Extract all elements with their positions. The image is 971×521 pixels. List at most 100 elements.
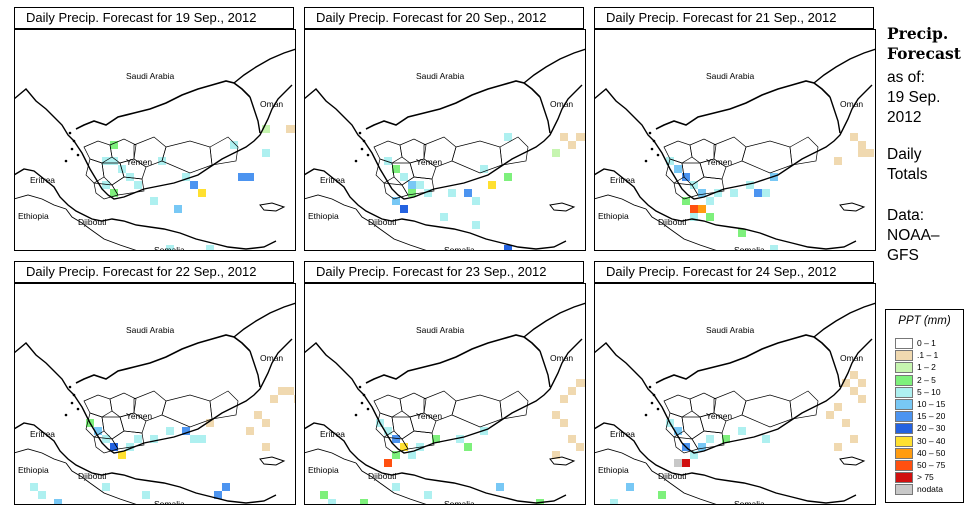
precip-cell <box>360 499 368 505</box>
precip-cell <box>456 435 464 443</box>
precip-cell <box>690 213 698 221</box>
side-title-line2: Forecast <box>887 44 961 63</box>
legend-label: 2 – 5 <box>917 374 936 385</box>
boundary-line <box>813 302 876 338</box>
island-dot <box>358 385 362 389</box>
precip-cell <box>408 451 416 459</box>
precip-cell <box>834 403 842 411</box>
precip-cell <box>858 141 866 149</box>
precip-cell <box>214 491 222 499</box>
boundary-line <box>89 228 139 251</box>
boundary-line <box>829 96 841 134</box>
legend-row: 2 – 5 <box>895 374 961 386</box>
governorate-boundary <box>85 158 105 184</box>
legend-row: 30 – 40 <box>895 435 961 447</box>
governorate-boundary <box>663 394 693 418</box>
precip-cell <box>690 181 698 189</box>
as-of-text: as of: 19 Sep. 2012 <box>887 68 940 128</box>
legend-label: 40 – 50 <box>917 447 946 458</box>
governorate-boundary <box>451 140 503 174</box>
governorate-boundary <box>665 158 685 184</box>
as-of-date: 19 Sep. <box>887 89 941 106</box>
map-label-yemen: Yemen <box>126 411 152 421</box>
precip-cell <box>238 173 246 181</box>
precip-cell <box>504 133 512 141</box>
legend-row: 0 – 1 <box>895 338 961 349</box>
boundary-line <box>645 208 671 230</box>
legend-row: 1 – 2 <box>895 362 961 374</box>
panel-title: Daily Precip. Forecast for 23 Sep., 2012 <box>304 261 584 283</box>
precip-cell <box>850 371 858 379</box>
precip-cell <box>110 157 118 165</box>
boundary-line <box>379 228 429 251</box>
precip-cell <box>166 427 174 435</box>
precip-cell <box>118 451 126 459</box>
precip-cell <box>472 197 480 205</box>
governorate-boundary <box>111 430 145 450</box>
boundary-line <box>365 334 541 384</box>
precip-cell <box>706 435 714 443</box>
precip-cell <box>626 483 634 491</box>
island-dot <box>366 153 370 157</box>
precip-cell <box>94 427 102 435</box>
map-label-eritrea: Eritrea <box>610 175 635 185</box>
map-label-djibouti: Djibouti <box>658 217 686 227</box>
precip-cell <box>610 499 618 505</box>
governorate-boundary <box>691 430 725 450</box>
precip-cell <box>278 387 286 395</box>
island-dot <box>68 131 72 135</box>
governorate-boundary <box>741 394 793 428</box>
legend-label: 15 – 20 <box>917 411 946 422</box>
map-label-eritrea: Eritrea <box>30 429 55 439</box>
precip-cell <box>706 213 714 221</box>
island-outline <box>549 456 576 466</box>
legend-title: PPT (mm) <box>898 315 951 327</box>
boundary-line <box>539 96 551 134</box>
precip-cell <box>842 419 850 427</box>
governorate-boundary <box>83 394 113 418</box>
island-outline <box>259 202 286 212</box>
legend-swatch <box>895 362 913 374</box>
governorate-boundary <box>93 436 119 454</box>
governorate-boundary <box>85 412 105 438</box>
precip-cell <box>834 443 842 451</box>
precip-cell <box>552 451 560 459</box>
precip-cell <box>682 197 690 205</box>
precip-cell <box>738 229 746 237</box>
governorate-boundary <box>93 182 119 200</box>
precip-cell <box>30 483 38 491</box>
precip-cell <box>110 443 118 451</box>
legend-swatch <box>895 472 913 484</box>
boundary-line <box>655 334 831 384</box>
map-label-yemen: Yemen <box>706 411 732 421</box>
legend-row: 15 – 20 <box>895 411 961 423</box>
as-of-label: as of: <box>887 69 925 86</box>
boundary-line <box>669 228 719 251</box>
governorate-boundary <box>119 158 147 180</box>
precip-cell <box>858 395 866 403</box>
boundary-line <box>14 422 277 504</box>
island-outline <box>549 202 576 212</box>
boundary-line <box>304 84 583 200</box>
legend-label: .1 – 1 <box>917 350 939 361</box>
map-label-saudi: Saudi Arabia <box>706 71 754 81</box>
precip-cell <box>392 483 400 491</box>
boundary-line <box>539 350 551 388</box>
side-title-line1: Precip. <box>887 24 949 43</box>
precip-cell <box>440 213 448 221</box>
precip-cell <box>424 189 432 197</box>
legend-row: nodata <box>895 484 961 496</box>
island-dot <box>652 393 656 397</box>
precip-cell <box>552 411 560 419</box>
boundary-line <box>304 422 567 504</box>
boundary-line <box>304 448 357 464</box>
boundary-line <box>65 462 91 484</box>
map-label-ethiopia: Ethiopia <box>18 465 49 475</box>
precip-cell <box>698 205 706 213</box>
precip-cell <box>682 459 690 467</box>
legend-row: 5 – 10 <box>895 386 961 398</box>
boundary-line <box>14 84 293 200</box>
precip-cell <box>222 483 230 491</box>
precip-cell <box>408 181 416 189</box>
governorate-boundary <box>691 176 725 196</box>
